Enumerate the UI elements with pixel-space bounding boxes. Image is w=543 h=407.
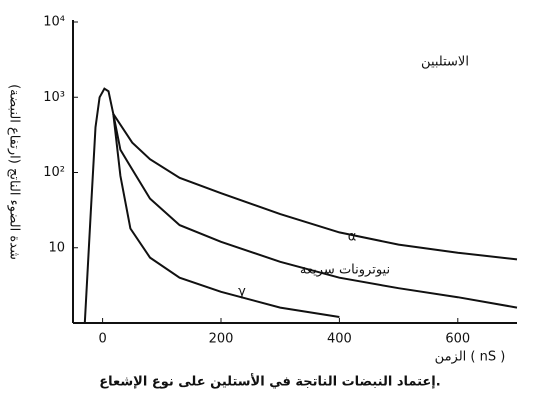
x-tick-label: 400: [327, 332, 352, 347]
caption: إعتماد النبضات الناتجة في الأستلين على ن…: [99, 373, 440, 390]
curve: [112, 113, 340, 318]
curve-label: نيوترونات سريعة: [300, 263, 390, 278]
curve-label: γ: [238, 285, 246, 300]
x-axis-label: الزمن ( nS ): [435, 350, 506, 365]
y-tick-label: 10⁴: [43, 15, 65, 30]
x-tick-label: 0: [98, 332, 106, 347]
y-axis-label: شدة الضوء الناتج (ارتفاع النبضة): [7, 84, 22, 260]
chart-title: الاستلبين: [421, 55, 469, 70]
x-tick-label: 600: [445, 332, 470, 347]
curve: [112, 113, 518, 309]
y-tick-label: 10²: [43, 165, 65, 180]
y-tick-label: 10: [48, 240, 65, 255]
curve-label: α: [348, 230, 357, 245]
y-tick-label: 10³: [43, 90, 65, 105]
curve: [83, 87, 518, 324]
x-tick-label: 200: [209, 332, 234, 347]
